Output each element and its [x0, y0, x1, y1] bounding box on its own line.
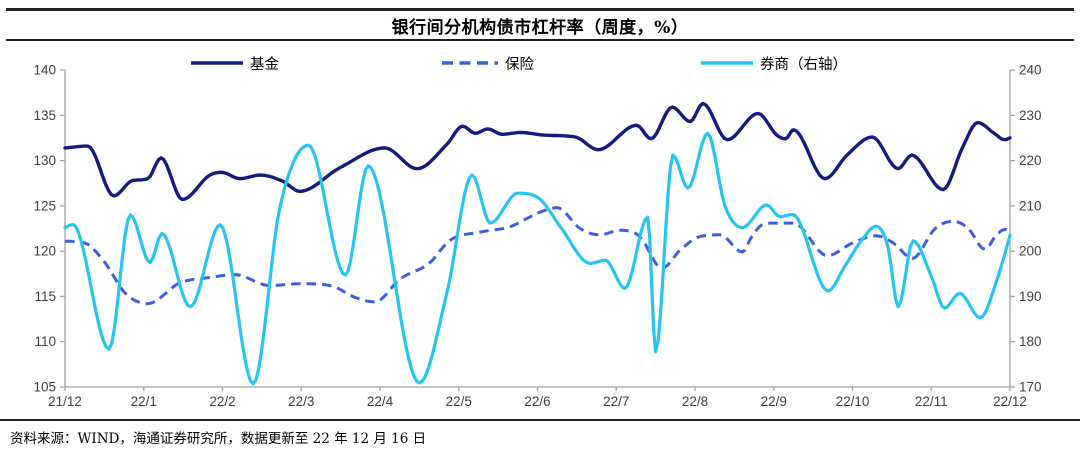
svg-text:180: 180 — [1019, 334, 1042, 349]
svg-text:135: 135 — [33, 108, 56, 123]
svg-text:200: 200 — [1019, 244, 1042, 259]
svg-text:210: 210 — [1019, 198, 1042, 213]
svg-text:22/4: 22/4 — [367, 394, 394, 409]
svg-text:220: 220 — [1019, 153, 1042, 168]
svg-text:115: 115 — [34, 289, 56, 304]
svg-text:22/1: 22/1 — [131, 394, 157, 409]
svg-text:22/2: 22/2 — [209, 394, 235, 409]
footer-rule — [0, 419, 1080, 421]
chart-canvas: 140 135 130 125 120 115 110 105 240 230 220 210 200 1… — [33, 63, 1042, 410]
source-note: 资料来源：WIND，海通证券研究所，数据更新至 22 年 12 月 16 日 — [10, 431, 427, 447]
broker-line-swatch-icon — [701, 61, 753, 65]
svg-text:22/5: 22/5 — [446, 394, 472, 409]
legend-label-broker: 券商（右轴） — [760, 56, 847, 73]
svg-text:22/7: 22/7 — [603, 394, 629, 409]
svg-text:22/8: 22/8 — [682, 394, 708, 409]
title-divider-rule — [6, 39, 1074, 41]
fund-line-swatch-icon — [191, 61, 243, 65]
svg-text:22/9: 22/9 — [761, 394, 787, 409]
legend-label-fund: 基金 — [250, 56, 279, 73]
legend-item-broker: 券商（右轴） — [700, 52, 847, 74]
svg-text:240: 240 — [1019, 63, 1042, 78]
svg-text:22/10: 22/10 — [836, 394, 870, 409]
top-rule — [6, 8, 1074, 11]
svg-text:110: 110 — [34, 334, 56, 349]
svg-text:140: 140 — [33, 63, 56, 78]
svg-text:190: 190 — [1019, 289, 1042, 304]
svg-text:130: 130 — [33, 153, 56, 168]
svg-text:230: 230 — [1019, 108, 1042, 123]
svg-text:125: 125 — [33, 198, 56, 213]
svg-text:21/12: 21/12 — [48, 394, 82, 409]
svg-text:120: 120 — [33, 244, 56, 259]
svg-text:22/11: 22/11 — [915, 394, 948, 409]
chart-title: 银行间分机构债市杠杆率（周度，%） — [391, 18, 689, 38]
chart-legend: 基金 保险 券商（右轴） — [0, 52, 1080, 74]
svg-text:22/6: 22/6 — [524, 394, 550, 409]
svg-text:105: 105 — [33, 380, 56, 395]
legend-item-fund: 基金 — [190, 52, 279, 74]
legend-label-insurance: 保险 — [505, 56, 534, 73]
insurance-dashed-swatch-icon — [442, 61, 498, 65]
svg-text:22/3: 22/3 — [288, 394, 314, 409]
svg-text:170: 170 — [1019, 380, 1042, 395]
legend-item-insurance: 保险 — [441, 52, 534, 74]
svg-text:22/12: 22/12 — [993, 394, 1027, 409]
